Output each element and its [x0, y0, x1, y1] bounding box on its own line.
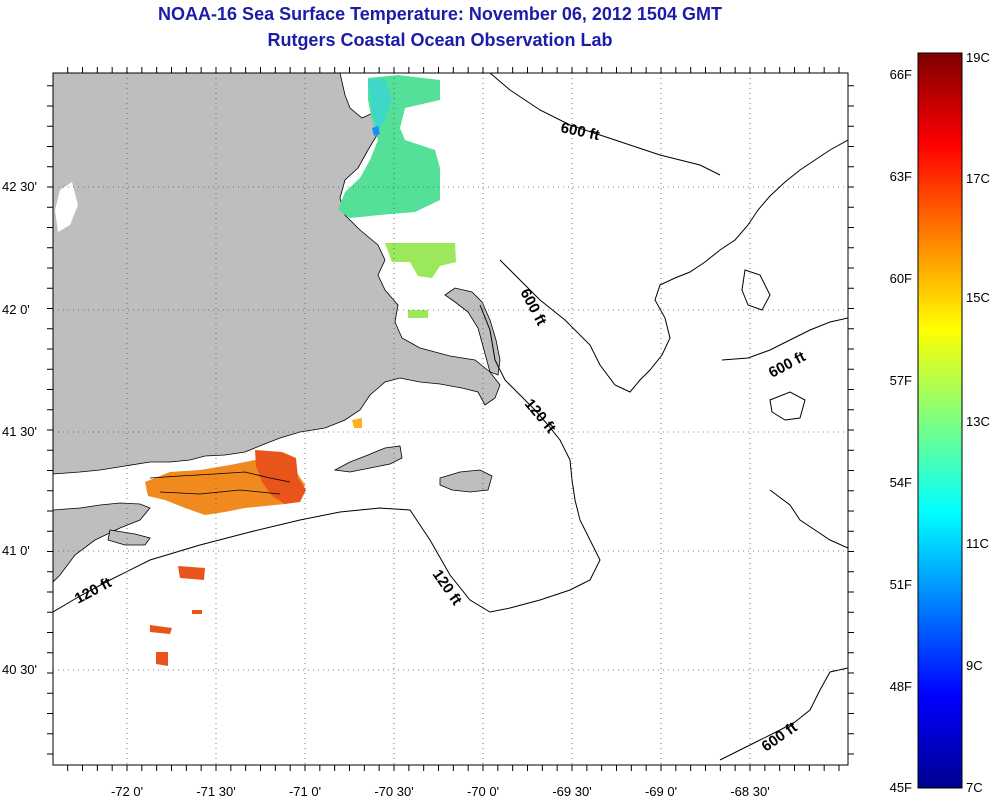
lon-label: -71 0' [289, 784, 321, 799]
map-subtitle: Rutgers Coastal Ocean Observation Lab [267, 30, 613, 50]
lon-label: -70 0' [467, 784, 499, 799]
latitude-labels: 42 30' 42 0' 41 30' 41 0' 40 30' [2, 179, 37, 677]
cb-celsius: 11C [966, 536, 989, 551]
lat-label: 41 0' [2, 543, 30, 558]
lat-label: 42 30' [2, 179, 37, 194]
lon-label: -72 0' [111, 784, 143, 799]
cb-celsius: 15C [966, 290, 990, 305]
cb-celsius: 13C [966, 414, 990, 429]
sst-patch-cool [338, 75, 440, 218]
cb-celsius: 17C [966, 171, 990, 186]
map-border [52, 72, 849, 766]
longitude-labels: -72 0' -71 30' -71 0' -70 30' -70 0' -69… [111, 784, 770, 799]
mainland [53, 73, 501, 475]
cb-fahrenheit: 63F [890, 169, 912, 184]
cb-fahrenheit: 45F [890, 780, 912, 795]
lon-label: -69 30' [552, 784, 591, 799]
contour-120ft [53, 304, 601, 613]
cb-fahrenheit: 60F [890, 271, 912, 286]
lon-label: -69 0' [645, 784, 677, 799]
marthas-vineyard [333, 445, 403, 473]
lat-label: 42 0' [2, 302, 30, 317]
cb-celsius: 7C [966, 780, 983, 795]
colorbar-fahrenheit-labels: 66F 63F 60F 57F 54F 51F 48F 45F [890, 67, 912, 795]
long-island [53, 502, 151, 583]
cb-fahrenheit: 51F [890, 577, 912, 592]
lon-label: -70 30' [374, 784, 413, 799]
lat-label: 40 30' [2, 662, 37, 677]
cb-celsius: 9C [966, 658, 983, 673]
cb-fahrenheit: 54F [890, 475, 912, 490]
lon-label: -71 30' [196, 784, 235, 799]
cb-fahrenheit: 57F [890, 373, 912, 388]
cb-fahrenheit: 66F [890, 67, 912, 82]
graticule [53, 73, 848, 765]
colorbar-celsius-labels: 19C 17C 15C 13C 11C 9C 7C [966, 50, 990, 795]
lon-label: -68 30' [730, 784, 769, 799]
cb-fahrenheit: 48F [890, 679, 912, 694]
cb-celsius: 19C [966, 50, 990, 65]
map-title: NOAA-16 Sea Surface Temperature: Novembe… [158, 4, 722, 24]
contour-600ft [489, 73, 848, 393]
nantucket [439, 469, 493, 493]
lat-label: 41 30' [2, 424, 37, 439]
colorbar [917, 52, 963, 789]
axis-ticks [47, 67, 854, 771]
